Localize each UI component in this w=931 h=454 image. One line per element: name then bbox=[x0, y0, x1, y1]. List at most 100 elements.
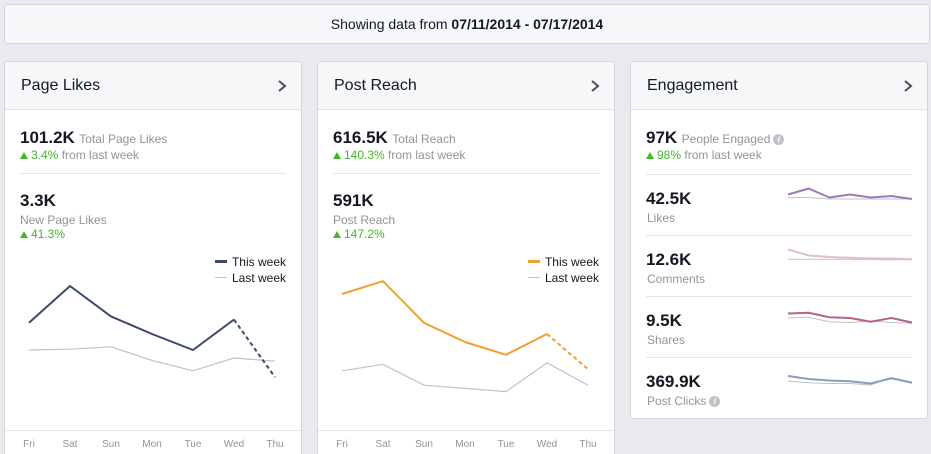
post-clicks-label-text: Post Clicks bbox=[647, 394, 707, 408]
shares-value: 9.5K bbox=[646, 311, 682, 330]
x-tick-label: Mon bbox=[142, 439, 161, 450]
chevron-right-icon[interactable] bbox=[589, 79, 601, 93]
shares-label: Shares bbox=[647, 333, 686, 347]
legend-label: Last week bbox=[231, 271, 286, 285]
x-tick-label: Wed bbox=[537, 439, 557, 450]
legend-label: This week bbox=[544, 255, 599, 269]
page-likes-x-axis bbox=[5, 430, 301, 454]
change-percent: 98% bbox=[657, 148, 682, 162]
legend-last-week: Last week bbox=[214, 270, 286, 286]
change-suffix: from last week bbox=[58, 148, 140, 162]
likes-value: 42.5K bbox=[646, 189, 692, 208]
comments-sparkline bbox=[787, 248, 913, 261]
change-percent: 41.3% bbox=[31, 227, 66, 241]
change-percent: 147.2% bbox=[344, 227, 385, 241]
change-percent: 3.4% bbox=[31, 148, 59, 162]
divider bbox=[646, 235, 912, 236]
page-likes-title: Page Likes bbox=[21, 77, 101, 94]
post-reach-label: Post Reach bbox=[333, 213, 396, 227]
page-likes-chart: Fri Sat Sun Mon Tue Wed Thu bbox=[23, 285, 284, 450]
post-reach-title: Post Reach bbox=[334, 77, 417, 94]
total-reach-label: Total Reach bbox=[392, 132, 456, 146]
sparkline-this-week bbox=[787, 311, 913, 324]
post-reach-chart: Fri Sat Sun Mon Tue Wed Thu bbox=[336, 280, 597, 450]
post-reach-header[interactable]: Post Reach bbox=[318, 62, 614, 110]
up-arrow-icon bbox=[20, 231, 28, 238]
likes-label: Likes bbox=[647, 211, 676, 225]
this-week-line bbox=[28, 285, 235, 351]
change-suffix: from last week bbox=[681, 148, 762, 162]
divider bbox=[646, 296, 912, 297]
x-tick-label: Mon bbox=[455, 439, 474, 450]
x-tick-label: Wed bbox=[224, 439, 244, 450]
last-week-line bbox=[341, 362, 589, 393]
legend-this-week: This week bbox=[214, 254, 286, 270]
engagement-title: Engagement bbox=[647, 77, 738, 94]
comments-label: Comments bbox=[647, 272, 706, 286]
total-page-likes-value: 101.2K bbox=[20, 128, 75, 147]
legend-last-week: Last week bbox=[527, 270, 599, 286]
post-clicks-label: Post Clicks i bbox=[647, 394, 721, 408]
up-arrow-icon bbox=[646, 152, 654, 159]
people-engaged: 97K People Engaged i 98% from last week bbox=[646, 128, 785, 162]
page-likes-header[interactable]: Page Likes bbox=[5, 62, 301, 110]
divider bbox=[646, 357, 912, 358]
engagement-header[interactable]: Engagement bbox=[631, 62, 927, 110]
x-tick-label: Sat bbox=[62, 439, 77, 450]
last-week-line bbox=[28, 346, 276, 372]
total-page-likes: 101.2K Total Page Likes 3.4% from last w… bbox=[20, 128, 167, 162]
people-engaged-value: 97K bbox=[646, 128, 678, 147]
sparkline-this-week bbox=[787, 187, 913, 200]
new-page-likes-change: 41.3% bbox=[20, 227, 107, 241]
date-range-bar: Showing data from 07/11/2014 - 07/17/201… bbox=[4, 4, 930, 44]
change-suffix: from last week bbox=[384, 148, 466, 162]
chevron-right-icon[interactable] bbox=[902, 79, 914, 93]
legend-swatch bbox=[214, 277, 227, 278]
x-tick-label: Thu bbox=[266, 439, 283, 450]
divider bbox=[20, 173, 286, 174]
legend-swatch bbox=[527, 260, 540, 263]
engagement-row-post-clicks: 369.9K Post Clicks i bbox=[631, 357, 927, 418]
sparkline-last-week bbox=[788, 197, 912, 200]
post-clicks-value: 369.9K bbox=[646, 372, 701, 391]
shares-sparkline bbox=[787, 311, 913, 324]
x-tick-label: Fri bbox=[336, 439, 348, 450]
total-reach-value: 616.5K bbox=[333, 128, 388, 147]
engagement-row-shares: 9.5K Shares bbox=[631, 296, 927, 357]
post-reach-x-axis bbox=[318, 430, 614, 454]
legend-swatch bbox=[527, 277, 540, 278]
new-page-likes: 3.3K New Page Likes 41.3% bbox=[20, 191, 107, 241]
sparkline-last-week bbox=[787, 316, 913, 324]
total-page-likes-label: Total Page Likes bbox=[79, 132, 168, 146]
comments-value: 12.6K bbox=[646, 250, 692, 269]
post-clicks-sparkline bbox=[787, 375, 913, 386]
total-page-likes-change: 3.4% from last week bbox=[20, 148, 167, 162]
people-engaged-label: People Engaged bbox=[681, 132, 771, 146]
x-tick-label: Thu bbox=[579, 439, 596, 450]
engagement-card: Engagement 97K People Engaged i 98% from … bbox=[630, 61, 928, 419]
sparkline-this-week bbox=[787, 248, 913, 261]
this-week-projection-line bbox=[233, 319, 276, 378]
page-likes-card: Page Likes 101.2K Total Page Likes 3.4% … bbox=[4, 61, 302, 454]
legend-label: This week bbox=[231, 255, 286, 269]
up-arrow-icon bbox=[20, 152, 28, 159]
date-range-value: 07/11/2014 - 07/17/2014 bbox=[451, 16, 604, 32]
people-engaged-change: 98% from last week bbox=[646, 148, 784, 162]
post-reach-value: 591K bbox=[333, 191, 374, 210]
likes-sparkline bbox=[787, 187, 913, 200]
sparkline-this-week bbox=[787, 375, 913, 385]
divider bbox=[333, 173, 599, 174]
info-icon[interactable]: i bbox=[773, 134, 785, 145]
chevron-right-icon[interactable] bbox=[276, 79, 288, 93]
page-likes-legend: This week Last week bbox=[214, 254, 286, 286]
change-percent: 140.3% bbox=[344, 148, 385, 162]
info-icon[interactable]: i bbox=[709, 396, 721, 407]
this-week-line bbox=[341, 280, 548, 356]
this-week-projection-line bbox=[546, 333, 589, 370]
x-tick-label: Sun bbox=[415, 439, 433, 450]
up-arrow-icon bbox=[333, 152, 341, 159]
post-reach-legend: This week Last week bbox=[527, 254, 599, 286]
post-reach-change: 147.2% bbox=[333, 227, 395, 241]
divider bbox=[646, 174, 912, 175]
legend-this-week: This week bbox=[527, 254, 599, 270]
